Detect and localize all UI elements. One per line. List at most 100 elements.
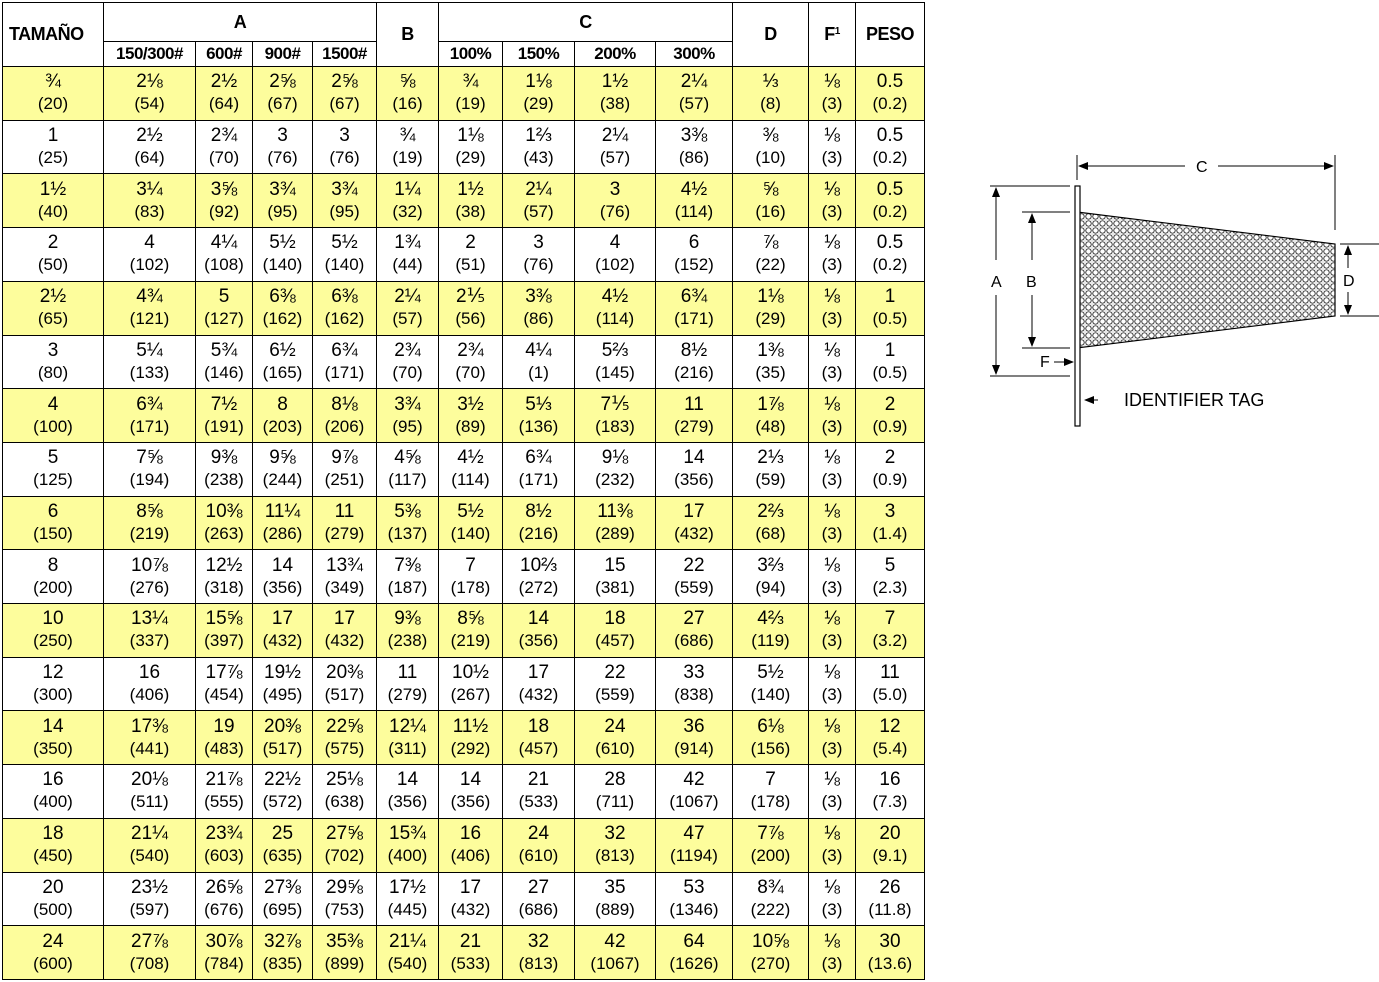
cell-value-imperial: 10½ bbox=[452, 662, 489, 684]
cell-value-metric: (432) bbox=[324, 631, 365, 651]
cell-value-metric: (127) bbox=[204, 309, 244, 329]
cell-value-imperial: 21 bbox=[527, 769, 550, 791]
cell-value-metric: (555) bbox=[204, 792, 244, 812]
cell-value-metric: (1.4) bbox=[872, 523, 908, 543]
cell-value-imperial: 42 bbox=[683, 769, 705, 791]
table-row: 14 (350) 17⅜ (441) 19 (483) 20⅜ (517) 22⅝ (575) 12… bbox=[2, 710, 925, 766]
header-c: C bbox=[438, 2, 733, 42]
cell-value-metric: (95) bbox=[392, 416, 423, 436]
cell-a-150-300: 10⅞ (276) bbox=[103, 549, 196, 605]
cell-value-imperial: 6¾ bbox=[680, 286, 708, 308]
cell-a-900: 22½ (572) bbox=[252, 764, 313, 819]
cell-d: ⅜ (10) bbox=[732, 119, 809, 175]
cell-value-imperial: 9⅞ bbox=[331, 447, 358, 469]
cell-value-imperial: 14 bbox=[271, 554, 294, 576]
cell-value-imperial: 35 bbox=[604, 876, 626, 898]
cell-value-metric: (251) bbox=[324, 470, 365, 490]
cell-tamano: 12 (300) bbox=[2, 656, 104, 712]
cell-value-metric: (70) bbox=[208, 148, 240, 168]
cell-value-imperial: 2¾ bbox=[457, 339, 484, 361]
cell-value-metric: (495) bbox=[262, 685, 303, 705]
cell-value-imperial: 7 bbox=[765, 769, 776, 791]
cell-value-metric: (10) bbox=[755, 148, 786, 168]
header-c-150: 150% bbox=[502, 41, 575, 67]
cell-c-300: 11 (279) bbox=[655, 388, 733, 443]
cell-value-imperial: ⅛ bbox=[824, 71, 840, 93]
cell-a-600: 10⅜ (263) bbox=[195, 495, 253, 551]
cell-value-metric: (9.1) bbox=[872, 846, 908, 866]
cell-b: 14 (356) bbox=[376, 764, 439, 819]
cell-value-imperial: 2⅝ bbox=[331, 71, 358, 93]
cell-value-metric: (397) bbox=[204, 631, 244, 651]
cell-value-imperial: 10⅔ bbox=[520, 554, 557, 576]
cell-value-metric: (38) bbox=[455, 201, 486, 221]
cell-value-imperial: 21¼ bbox=[389, 930, 426, 952]
cell-c-200: 11⅜ (289) bbox=[574, 495, 656, 551]
cell-a-900: 9⅝ (244) bbox=[252, 441, 313, 497]
cell-value-metric: (572) bbox=[262, 792, 303, 812]
cell-value-metric: (432) bbox=[674, 523, 714, 543]
cell-f: ⅛ (3) bbox=[808, 173, 856, 229]
cell-a-900: 11¼ (286) bbox=[252, 495, 313, 551]
cell-value-imperial: 32 bbox=[604, 823, 626, 845]
cell-value-metric: (171) bbox=[674, 309, 714, 329]
flange-ring-shape bbox=[1074, 185, 1081, 427]
cell-value-metric: (400) bbox=[33, 792, 73, 812]
cell-d: ⅝ (16) bbox=[732, 173, 809, 229]
cell-c-150: 14 (356) bbox=[502, 603, 575, 658]
cell-value-metric: (3) bbox=[821, 201, 843, 221]
cell-value-imperial: 15¾ bbox=[389, 823, 426, 845]
cell-value-imperial: 7⅕ bbox=[600, 393, 630, 415]
cell-value-metric: (3) bbox=[821, 470, 843, 490]
cell-value-imperial: 25 bbox=[271, 823, 294, 845]
cell-value-metric: (38) bbox=[599, 94, 631, 114]
cell-value-imperial: 3⅝ bbox=[210, 178, 238, 200]
cell-value-metric: (40) bbox=[37, 201, 69, 221]
cell-value-imperial: 23¾ bbox=[205, 823, 243, 845]
cell-value-imperial: 20⅛ bbox=[131, 769, 168, 791]
table-row: 1 (25) 2½ (64) 2¾ (70) 3 (76) 3 (76) ¾ (19) 1⅛ (29) 1⅔… bbox=[2, 119, 925, 175]
cell-c-100: 2¾ (70) bbox=[438, 334, 503, 390]
cell-c-100: 8⅝ (219) bbox=[438, 603, 503, 658]
cell-value-imperial: ¾ bbox=[45, 71, 61, 93]
cell-a-1500: 6¾ (171) bbox=[312, 334, 377, 390]
cell-value-imperial: 5½ bbox=[331, 232, 358, 254]
cell-value-metric: (140) bbox=[324, 255, 365, 275]
header-a: A bbox=[103, 2, 377, 42]
cell-value-metric: (140) bbox=[262, 255, 303, 275]
cell-value-imperial: 6⅛ bbox=[757, 715, 784, 737]
cell-peso: 0.5 (0.2) bbox=[855, 119, 925, 175]
cell-value-imperial: 2 bbox=[47, 232, 59, 254]
cell-value-metric: (80) bbox=[37, 362, 69, 382]
cell-value-imperial: 30⅞ bbox=[205, 930, 243, 952]
cell-value-imperial: 17 bbox=[683, 500, 705, 522]
cell-value-imperial: 12 bbox=[879, 715, 901, 737]
cell-value-imperial: 1¼ bbox=[394, 178, 421, 200]
cell-value-imperial: 14 bbox=[42, 715, 64, 737]
cell-value-imperial: 10 bbox=[42, 608, 64, 630]
cell-value-metric: (232) bbox=[595, 470, 635, 490]
cell-value-metric: (29) bbox=[455, 148, 486, 168]
cell-value-metric: (686) bbox=[674, 631, 714, 651]
cell-value-metric: (3) bbox=[821, 416, 843, 436]
cell-value-metric: (533) bbox=[518, 792, 559, 812]
cell-value-metric: (219) bbox=[129, 523, 170, 543]
cell-value-metric: (7.3) bbox=[872, 792, 908, 812]
cell-d: 1⅜ (35) bbox=[732, 334, 809, 390]
cell-value-imperial: 1⅛ bbox=[457, 125, 484, 147]
cell-value-imperial: 7 bbox=[465, 554, 476, 576]
cell-value-imperial: 6½ bbox=[269, 339, 296, 361]
cell-value-metric: (457) bbox=[518, 738, 559, 758]
cell-a-150-300: 2½ (64) bbox=[103, 119, 196, 175]
cell-value-imperial: 35⅜ bbox=[326, 930, 363, 952]
cell-value-imperial: ⅛ bbox=[824, 178, 840, 200]
cell-c-200: 4½ (114) bbox=[574, 280, 656, 336]
cell-value-metric: (356) bbox=[450, 792, 491, 812]
cell-value-imperial: 24 bbox=[42, 930, 64, 952]
table-row: 1½ (40) 3¼ (83) 3⅝ (92) 3¾ (95) 3¾ (95) 1¼ (32) 1½ (3… bbox=[2, 173, 925, 229]
cell-value-imperial: 2¼ bbox=[525, 178, 552, 200]
cell-value-metric: (238) bbox=[387, 631, 428, 651]
cell-value-metric: (165) bbox=[262, 362, 303, 382]
header-f-label: F bbox=[824, 24, 835, 44]
cell-value-metric: (2.3) bbox=[872, 577, 908, 597]
